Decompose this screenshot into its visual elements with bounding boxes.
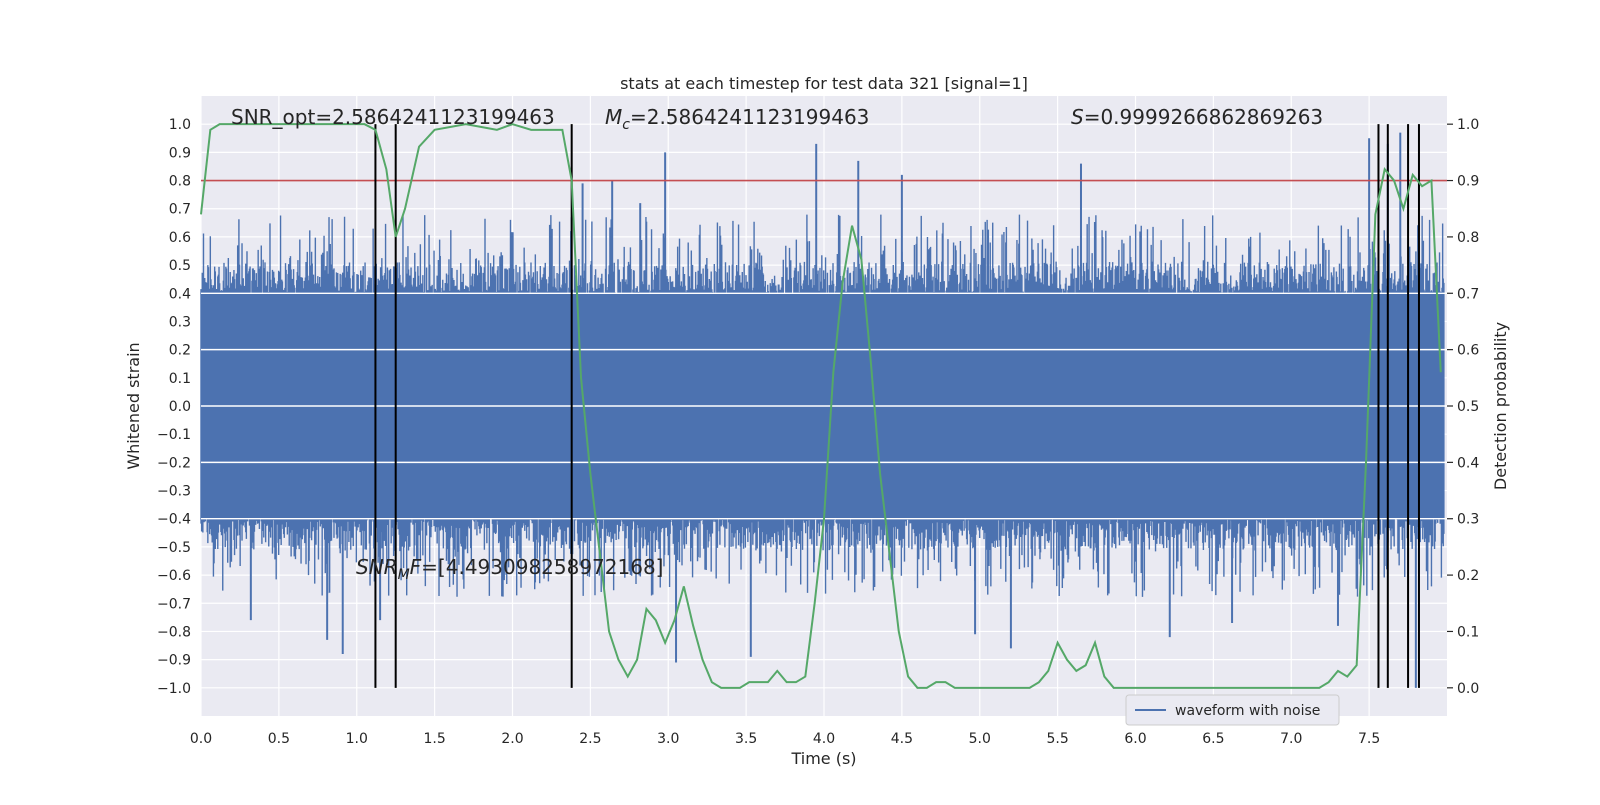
annotation-snr-mf-subscript: M [398, 567, 410, 583]
x-tick-label: 7.5 [1358, 731, 1380, 747]
y-tick-label: −0.6 [157, 568, 191, 584]
y2-tick-labels: 1.0 0.9 0.8 0.7 0.6 0.5 0.4 0.3 0.2 0.1 0.0 [1447, 117, 1479, 697]
annotation-s-symbol: S [1071, 105, 1084, 129]
legend: waveform with noise [1125, 694, 1340, 726]
y2-tick-label: 0.5 [1457, 399, 1479, 415]
y2-tick-label: 0.8 [1457, 230, 1479, 246]
y-tick-label: 0.3 [169, 314, 191, 330]
x-tick-label: 3.5 [735, 731, 757, 747]
x-tick-label: 7.0 [1280, 731, 1302, 747]
x-tick-label: 2.0 [501, 731, 523, 747]
x-tick-label: 4.0 [813, 731, 835, 747]
annotation-mc: Mc=2.5864241123199463 [605, 105, 869, 133]
y-tick-label: 0.5 [169, 258, 191, 274]
x-tick-label: 6.0 [1124, 731, 1146, 747]
y2-tick-label: 0.3 [1457, 512, 1479, 528]
y-tick-label: 0.8 [169, 174, 191, 190]
y-tick-label: 0.6 [169, 230, 191, 246]
y-tick-label: 0.2 [169, 343, 191, 359]
y-axis-label: Whitened strain [124, 342, 143, 469]
annotation-snr-mf-symbol: SNR [356, 555, 398, 579]
y2-tick-label: 0.7 [1457, 286, 1479, 302]
annotation-snr-mf-value: =[4.493098258972168] [421, 555, 663, 579]
y-tick-label: 0.4 [169, 286, 191, 302]
x-tick-labels: 0.0 0.5 1.0 1.5 2.0 2.5 3.0 3.5 4.0 4.5 5.0 5.5 6.0 6… [190, 731, 1380, 747]
y-tick-label: 0.0 [169, 399, 191, 415]
y2-tick-label: 0.9 [1457, 174, 1479, 190]
y-tick-label: −0.3 [157, 484, 191, 500]
x-tick-label: 5.0 [969, 731, 991, 747]
x-tick-label: 4.5 [891, 731, 913, 747]
waveform-series [200, 132, 1447, 688]
y-tick-label: −0.1 [157, 427, 191, 443]
annotation-snr-mf: SNRMF=[4.493098258972168] [356, 555, 664, 583]
y-tick-label: 0.7 [169, 202, 191, 218]
y2-tick-label: 1.0 [1457, 117, 1479, 133]
y2-axis-label: Detection probability [1491, 322, 1510, 490]
x-tick-label: 6.5 [1202, 731, 1224, 747]
legend-box [1125, 694, 1340, 726]
x-tick-label: 1.5 [423, 731, 445, 747]
y-tick-label: −0.5 [157, 540, 191, 556]
annotation-mc-symbol: M [605, 105, 622, 129]
y-tick-label: 0.9 [169, 145, 191, 161]
annotation-s: S=0.9999266862869263 [1071, 105, 1323, 129]
y-tick-label: 0.1 [169, 371, 191, 387]
y2-tick-label: 0.6 [1457, 343, 1479, 359]
y-tick-label: −0.8 [157, 624, 191, 640]
y-tick-label: 1.0 [169, 117, 191, 133]
y2-tick-label: 0.2 [1457, 568, 1479, 584]
annotation-mc-subscript: c [622, 117, 630, 133]
x-tick-label: 0.0 [190, 731, 212, 747]
x-tick-label: 1.0 [346, 731, 368, 747]
y-tick-labels: 1.0 0.9 0.8 0.7 0.6 0.5 0.4 0.3 0.2 0.1 0.0 −0.1 −0.… [157, 117, 191, 697]
annotation-s-value: =0.9999266862869263 [1084, 105, 1323, 129]
annotation-mc-value: =2.5864241123199463 [630, 105, 869, 129]
legend-label-waveform: waveform with noise [1175, 703, 1320, 719]
x-tick-label: 3.0 [657, 731, 679, 747]
y-tick-label: −0.2 [157, 455, 191, 471]
x-axis-label: Time (s) [790, 749, 856, 768]
y2-tick-label: 0.4 [1457, 455, 1479, 471]
y-tick-label: −1.0 [157, 681, 191, 697]
probability-series [200, 123, 1442, 689]
x-tick-label: 5.5 [1046, 731, 1068, 747]
y-tick-label: −0.9 [157, 653, 191, 669]
x-tick-label: 2.5 [579, 731, 601, 747]
x-tick-label: 0.5 [268, 731, 290, 747]
probability-line [200, 123, 1442, 689]
y2-tick-label: 0.1 [1457, 624, 1479, 640]
annotation-snr-opt: SNR_opt=2.5864241123199463 [231, 105, 555, 129]
chart-title: stats at each timestep for test data 321… [620, 74, 1028, 93]
y-tick-label: −0.7 [157, 596, 191, 612]
y2-tick-label: 0.0 [1457, 681, 1479, 697]
y-tick-label: −0.4 [157, 512, 191, 528]
annotation-snr-mf-mid: F [410, 555, 422, 579]
vertical-markers [374, 124, 1420, 688]
